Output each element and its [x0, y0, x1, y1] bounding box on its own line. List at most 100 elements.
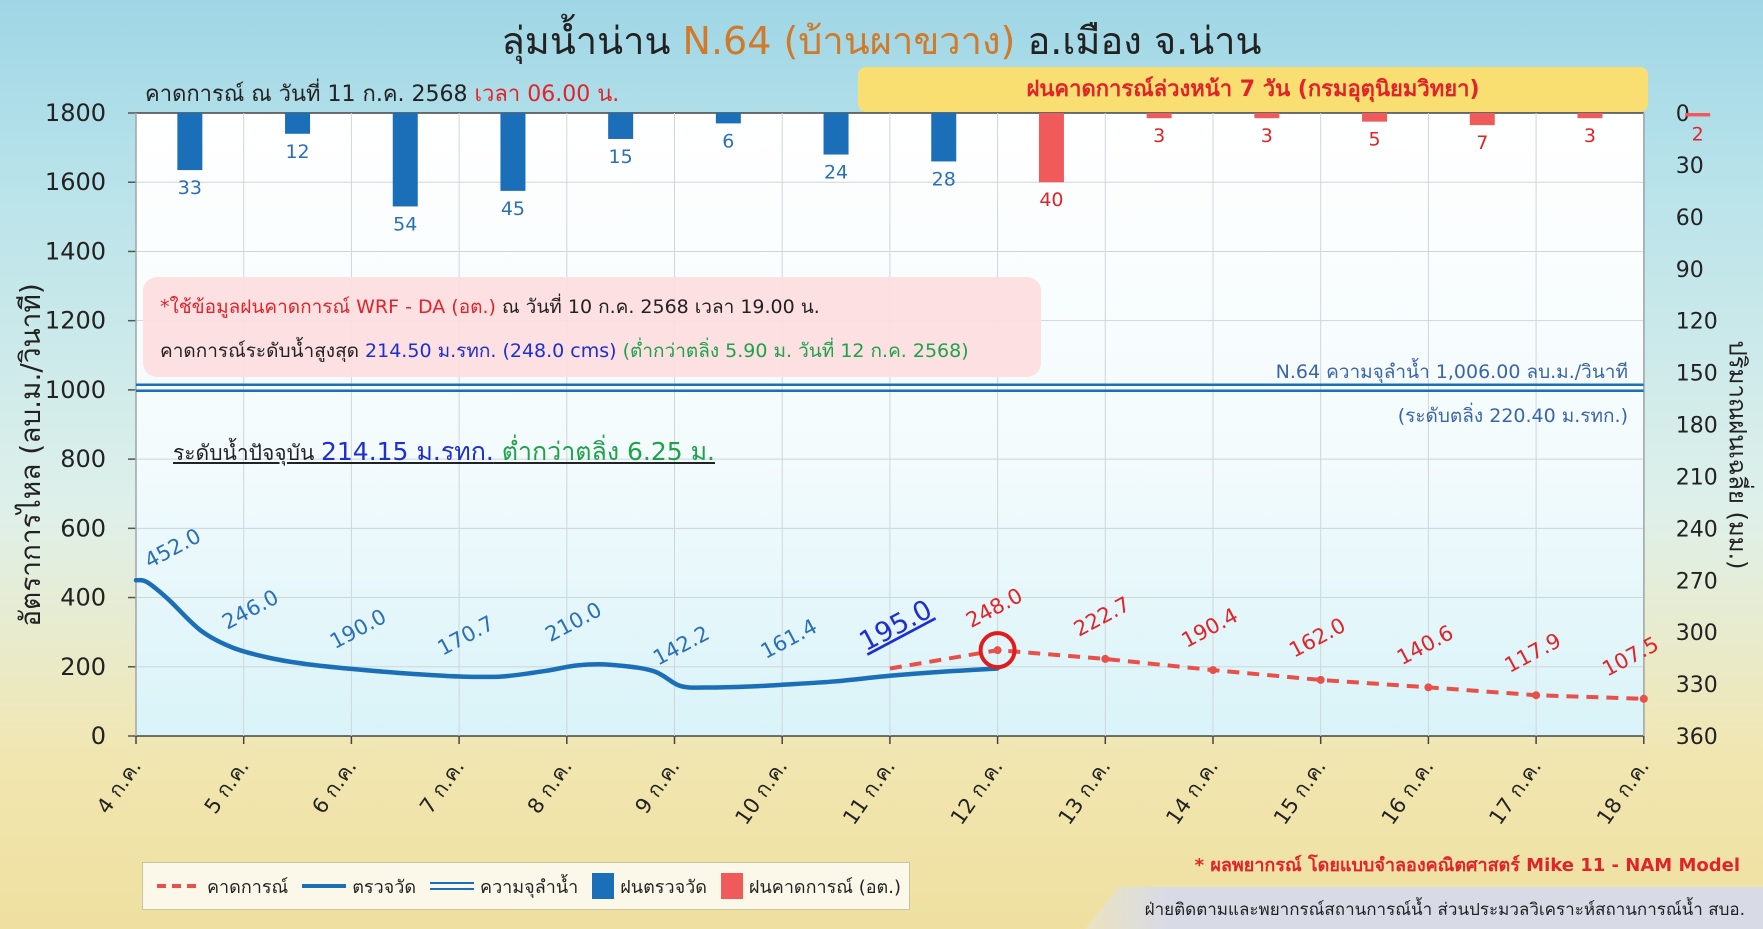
rain-observed-bar — [500, 113, 526, 191]
y2-tick-label: 210 — [1676, 465, 1718, 490]
rain-observed-bar — [931, 113, 957, 162]
legend-rain-observed: ฝนตรวจวัด — [592, 872, 707, 901]
legend-observed: ตรวจวัด — [302, 872, 416, 901]
peak-marker — [978, 631, 1017, 670]
rain-forecast-banner: ฝนคาดการณ์ล่วงหน้า 7 วัน (กรมอุตุนิยมวิท… — [858, 67, 1648, 112]
rain-forecast-bar — [1362, 113, 1388, 122]
rain-observed-label: 6 — [722, 130, 734, 152]
rain-observed-bar — [392, 113, 418, 207]
y2-tick-label: 90 — [1676, 258, 1704, 283]
y-tick-label: 400 — [60, 584, 106, 612]
y2-axis-ticks: 0 30 60 90 120 150 180 210 240 270 300 330 360 — [1676, 102, 1718, 750]
max-level-value: 214.50 ม.รทก. (248.0 cms) — [365, 340, 617, 362]
x-tick-label: 12 ก.ค. — [946, 755, 1008, 829]
y-tick-label: 1600 — [45, 168, 106, 196]
rain-observed-bar — [177, 113, 203, 171]
x-tick-label: 11 ก.ค. — [838, 755, 900, 829]
x-tick-label: 4 ก.ค. — [92, 755, 146, 818]
rain-forecast-bar — [1038, 113, 1064, 183]
forecast-point — [993, 646, 1002, 655]
current-level-prefix: ระดับน้ำปัจจุบัน — [173, 441, 321, 465]
footer-credit: ฝ่ายติดตามและพยากรณ์สถานการณ์น้ำ ส่วนประ… — [1144, 900, 1745, 920]
rain-forecast-label: 7 — [1476, 132, 1488, 154]
forecast-point — [1316, 675, 1325, 684]
y-tick-label: 0 — [91, 722, 106, 750]
rain-observed-bar — [823, 113, 849, 155]
y2-tick-label: 120 — [1676, 310, 1718, 335]
forecast-time-text: เวลา 06.00 น. — [474, 82, 620, 107]
x-tick-label: 10 ก.ค. — [730, 755, 792, 829]
rain-forecast-bar — [1146, 113, 1172, 119]
rain-forecast-label: 2 — [1692, 123, 1704, 145]
y2-tick-label: 240 — [1676, 517, 1718, 542]
x-tick-label: 5 ก.ค. — [200, 755, 254, 818]
model-note: * ผลพยากรณ์ โดยแบบจำลองคณิตศาสตร์ Mike 1… — [1194, 855, 1740, 876]
title-station: N.64 (บ้านผาขวาง) — [682, 19, 1016, 63]
x-tick-label: 6 ก.ค. — [307, 755, 361, 818]
y2-tick-label: 150 — [1676, 362, 1718, 387]
rain-source-rest: ณ วันที่ 10 ก.ค. 2568 เวลา 19.00 น. — [495, 296, 820, 318]
forecast-point — [1532, 691, 1541, 700]
x-tick-label: 7 ก.ค. — [415, 755, 469, 818]
x-tick-label: 14 ก.ค. — [1161, 755, 1223, 829]
rain-forecast-bar — [1254, 113, 1280, 119]
rain-observed-label: 45 — [501, 198, 525, 220]
y2-tick-label: 60 — [1676, 206, 1704, 231]
max-level-note: คาดการณ์ระดับน้ำสูงสุด 214.50 ม.รทก. (24… — [160, 336, 969, 366]
forecast-dash-icon — [157, 884, 201, 888]
max-level-below-bank: (ต่ำกว่าตลิ่ง 5.90 ม. วันที่ 12 ก.ค. 256… — [616, 340, 969, 362]
y-axis-label: อัตราการไหล (ลบ.ม./วินาที) — [14, 283, 47, 627]
y2-tick-label: 180 — [1676, 414, 1718, 439]
legend-rain-observed-label: ฝนตรวจวัด — [620, 876, 707, 898]
max-level-prefix: คาดการณ์ระดับน้ำสูงสุด — [160, 340, 366, 362]
rain-source-note: *ใช้ข้อมูลฝนคาดการณ์ WRF - DA (อต.) ณ วั… — [160, 292, 820, 322]
rain-observed-label: 33 — [178, 177, 202, 199]
current-level-value: 214.15 ม.รทก. — [320, 437, 494, 466]
rain-observed-label: 28 — [932, 168, 956, 190]
rain-observed-label: 12 — [285, 141, 309, 163]
x-tick-label: 8 ก.ค. — [523, 755, 577, 818]
capacity-double-line-icon — [430, 882, 475, 890]
rain-forecast-bar — [1469, 113, 1495, 126]
legend-capacity: ความจุลำน้ำ — [430, 872, 578, 901]
rain-observed-swatch-icon — [592, 873, 615, 899]
forecast-point — [1639, 694, 1648, 703]
rain-forecast-label: 3 — [1153, 125, 1165, 147]
rain-forecast-label: 5 — [1369, 129, 1381, 151]
current-level-below-bank: ต่ำกว่าตลิ่ง 6.25 ม. — [493, 437, 716, 466]
x-tick-label: 13 ก.ค. — [1054, 755, 1116, 829]
rain-observed-bar — [608, 113, 634, 139]
capacity-line-group — [136, 383, 1644, 393]
x-tick-label: 16 ก.ค. — [1377, 755, 1439, 829]
forecast-point — [1209, 666, 1217, 675]
y-tick-label: 1800 — [45, 99, 106, 127]
rain-observed-label: 24 — [824, 162, 848, 184]
observed-line — [133, 577, 1000, 690]
legend-forecast: คาดการณ์ — [157, 872, 288, 901]
bank-level-label: (ระดับตลิ่ง 220.40 ม.รทก.) — [1397, 405, 1628, 427]
title-location: อ.เมือง จ.น่าน — [1015, 19, 1262, 63]
y-tick-label: 1000 — [45, 376, 106, 404]
y2-axis-label: ปริมาณฝนเฉลี่ย (มม.) — [1723, 340, 1752, 570]
y2-tick-label: 30 — [1676, 154, 1704, 179]
legend-rain-forecast-label: ฝนคาดการณ์ (อต.) — [748, 876, 901, 898]
y-tick-label: 800 — [60, 445, 106, 473]
x-tick-label: 17 ก.ค. — [1484, 755, 1546, 829]
y-axis-ticks: 0 200 400 600 800 1000 1200 1400 1600 1800 — [45, 99, 136, 750]
rain-forecast-label: 40 — [1039, 189, 1063, 211]
rain-observed-label: 15 — [609, 146, 633, 168]
rain-observed-bar — [715, 113, 741, 124]
chart-title: ลุ่มน้ำน่าน N.64 (บ้านผาขวาง) อ.เมือง จ.… — [0, 10, 1763, 71]
y2-tick-label: 330 — [1676, 673, 1718, 698]
legend: คาดการณ์ ตรวจวัด ความจุลำน้ำ ฝนตรวจวัด ฝ… — [142, 862, 910, 910]
y2-tick-label: 300 — [1676, 621, 1718, 646]
rain-observed-label: 54 — [393, 213, 417, 235]
footer-band — [1085, 887, 1763, 929]
legend-observed-label: ตรวจวัด — [352, 876, 417, 898]
rain-source-red: *ใช้ข้อมูลฝนคาดการณ์ WRF - DA (อต.) — [160, 296, 496, 318]
rain-forecast-bar — [1685, 113, 1711, 117]
forecast-point — [1101, 654, 1110, 663]
y2-tick-label: 270 — [1676, 569, 1718, 594]
title-basin: ลุ่มน้ำน่าน — [501, 19, 683, 63]
